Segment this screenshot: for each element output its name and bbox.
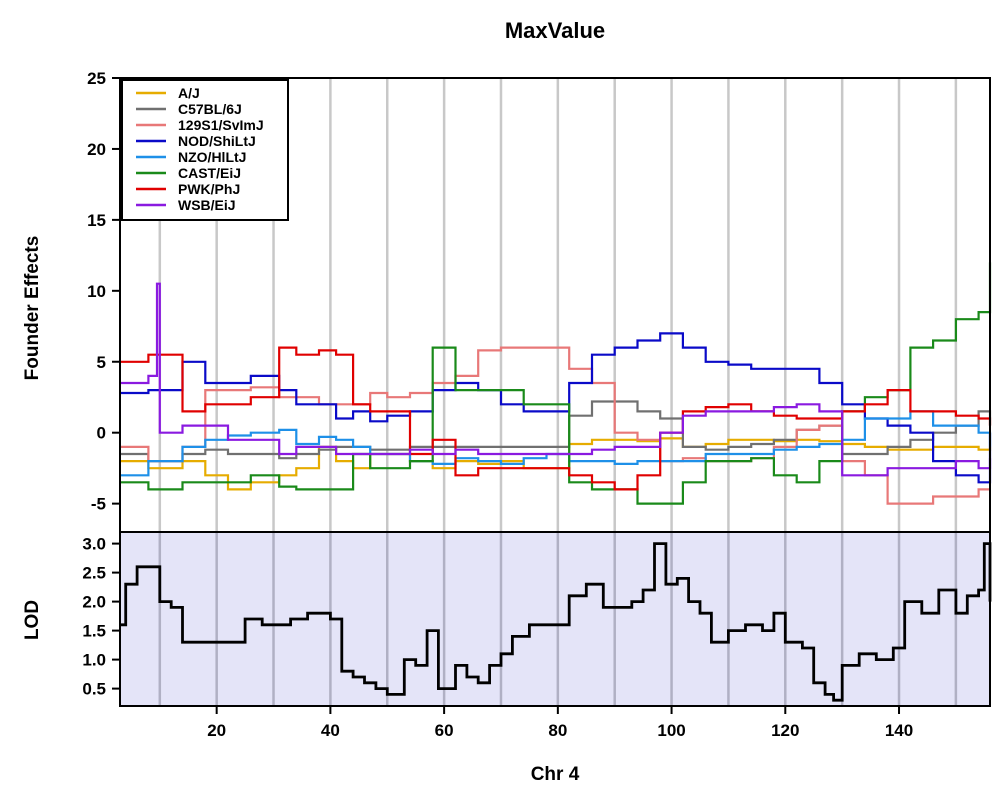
top-y-tick-label: 10 — [87, 282, 106, 301]
lod-y-tick-label: 1.0 — [82, 651, 106, 670]
top-y-tick-label: 25 — [87, 69, 106, 88]
x-tick-label: 80 — [548, 721, 567, 740]
x-ticks: 20 40 60 80 100 120 140 — [207, 706, 913, 740]
lod-y-tick-label: 2.0 — [82, 593, 106, 612]
series-line-cast-eij — [120, 262, 992, 505]
legend-label: NOD/ShiLtJ — [178, 133, 256, 149]
x-tick-label: 40 — [321, 721, 340, 740]
series-line-pwk-phj — [120, 346, 992, 491]
top-y-tick-label: 20 — [87, 140, 106, 159]
top-y-tick-label: 5 — [97, 353, 106, 372]
top-y-axis-label: Founder Effects — [22, 236, 43, 381]
legend-label: CAST/EiJ — [178, 165, 241, 181]
top-y-tick-label: 15 — [87, 211, 106, 230]
series-line-nzo-hlltj — [120, 410, 992, 477]
legend-box — [121, 79, 289, 221]
founder-effects-panel: -5 0 5 10 15 20 25 Founder Effects A/JC57BL/6J… — [22, 69, 992, 533]
top-y-ticks: -5 0 5 10 15 20 25 — [87, 69, 120, 514]
legend-label: WSB/EiJ — [178, 197, 236, 213]
chart-title: MaxValue — [505, 18, 605, 43]
lod-y-tick-label: 0.5 — [82, 680, 106, 699]
legend: A/JC57BL/6J129S1/SvImJNOD/ShiLtJNZO/HlLt… — [121, 79, 289, 221]
x-tick-label: 140 — [885, 721, 913, 740]
legend-label: PWK/PhJ — [178, 181, 240, 197]
legend-label: 129S1/SvImJ — [178, 117, 264, 133]
x-tick-label: 20 — [207, 721, 226, 740]
lod-y-ticks: 0.5 1.0 1.5 2.0 2.5 3.0 — [82, 535, 120, 699]
lod-panel-background — [120, 532, 990, 706]
lod-panel-frame — [119, 531, 991, 707]
lod-y-tick-label: 3.0 — [82, 535, 106, 554]
top-y-tick-label: -5 — [91, 495, 106, 514]
lod-y-tick-label: 2.5 — [82, 564, 106, 583]
top-y-tick-label: 0 — [97, 424, 106, 443]
legend-label: NZO/HlLtJ — [178, 149, 246, 165]
series-line-nod-shiltj — [120, 332, 992, 484]
legend-label: C57BL/6J — [178, 101, 242, 117]
bottom-series — [120, 542, 992, 702]
lod-y-axis-label: LOD — [22, 600, 43, 640]
lod-panel: 0.5 1.0 1.5 2.0 2.5 3.0 20 40 60 80 100 120 140 LOD… — [22, 531, 992, 785]
lod-line — [120, 542, 992, 702]
legend-label: A/J — [178, 85, 200, 101]
series-line-c57bl-6j — [120, 400, 992, 463]
x-axis-label: Chr 4 — [531, 764, 580, 785]
lod-y-tick-label: 1.5 — [82, 622, 106, 641]
series-line-wsb-eij — [120, 282, 992, 477]
top-series — [120, 262, 992, 505]
x-tick-label: 60 — [435, 721, 454, 740]
x-tick-label: 100 — [657, 721, 685, 740]
x-tick-label: 120 — [771, 721, 799, 740]
